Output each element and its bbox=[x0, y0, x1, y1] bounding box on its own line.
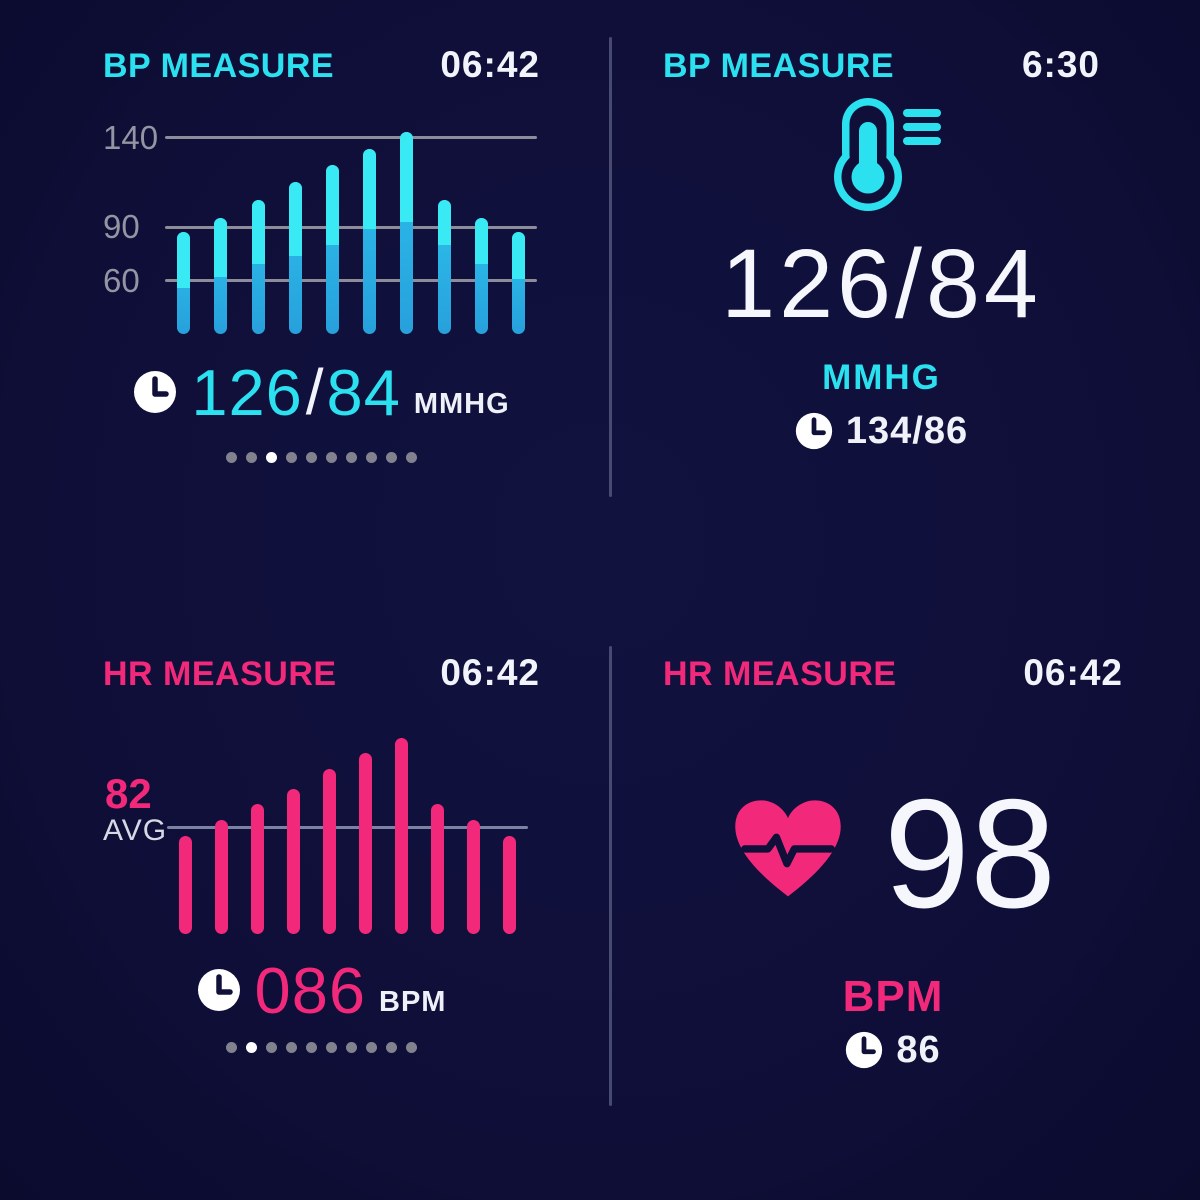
page-dot-9[interactable] bbox=[406, 1042, 417, 1053]
systolic-value: 126 bbox=[191, 355, 303, 429]
page-dot-3[interactable] bbox=[286, 1042, 297, 1053]
page-dot-4[interactable] bbox=[306, 1042, 317, 1053]
bp-bar-8 bbox=[474, 218, 488, 334]
clock-icon bbox=[197, 968, 241, 1012]
bp-detail-title: BP MEASURE bbox=[663, 47, 895, 85]
bp-axis-label-60: 60 bbox=[103, 261, 140, 299]
panel-divider-bottom bbox=[609, 646, 612, 1106]
clock-icon bbox=[845, 1031, 883, 1069]
hr-chart-title: HR MEASURE bbox=[103, 655, 337, 693]
page-dot-8[interactable] bbox=[386, 1042, 397, 1053]
page-dot-6[interactable] bbox=[346, 1042, 357, 1053]
hr-avg-value: 82 bbox=[105, 770, 152, 817]
page-dot-2[interactable] bbox=[266, 452, 277, 463]
heart-pulse-icon bbox=[730, 798, 846, 909]
hr-bar-9 bbox=[503, 835, 517, 934]
page-dot-8[interactable] bbox=[386, 452, 397, 463]
page-dot-0[interactable] bbox=[226, 1042, 237, 1053]
bp-detail-value: 126/84 bbox=[721, 229, 1042, 338]
bp-chart-title: BP MEASURE bbox=[103, 47, 335, 85]
page-dot-2[interactable] bbox=[266, 1042, 277, 1053]
bp-chart: 140 90 60 bbox=[103, 118, 540, 334]
page-dot-9[interactable] bbox=[406, 452, 417, 463]
page-dot-0[interactable] bbox=[226, 452, 237, 463]
bp-gridline-60 bbox=[165, 279, 537, 282]
hr-detail-unit: BPM bbox=[842, 972, 944, 1021]
bp-chart-time: 06:42 bbox=[440, 44, 540, 85]
bp-axis-label-140: 140 bbox=[103, 118, 159, 156]
pagination-dots-hr[interactable] bbox=[103, 1042, 540, 1053]
page-dot-5[interactable] bbox=[326, 452, 337, 463]
hr-detail-value: 98 bbox=[883, 766, 1057, 940]
pagination-dots-bp[interactable] bbox=[103, 452, 540, 463]
page-dot-7[interactable] bbox=[366, 1042, 377, 1053]
bp-gauge-icon bbox=[807, 96, 957, 219]
bp-bar-6 bbox=[400, 132, 414, 334]
hr-detail-title: HR MEASURE bbox=[663, 655, 897, 693]
page-dot-7[interactable] bbox=[366, 452, 377, 463]
hr-bar-8 bbox=[467, 820, 481, 934]
bp-slash: / bbox=[305, 356, 324, 428]
bp-detail-unit: MMHG bbox=[822, 358, 941, 397]
hr-bar-4 bbox=[322, 769, 336, 934]
hr-bar-1 bbox=[214, 820, 228, 934]
diastolic-value: 84 bbox=[326, 355, 401, 429]
bp-gridline-140 bbox=[165, 136, 537, 140]
hr-history-value: 86 bbox=[896, 1028, 941, 1071]
hr-bar-5 bbox=[359, 753, 373, 934]
bp-bar-4 bbox=[325, 164, 339, 334]
hr-detail-time: 06:42 bbox=[1023, 652, 1123, 693]
bp-bar-9 bbox=[511, 232, 525, 334]
hr-bar-2 bbox=[250, 804, 264, 934]
hr-reading-value: 086 bbox=[254, 953, 366, 1027]
page-dot-6[interactable] bbox=[346, 452, 357, 463]
hr-bar-0 bbox=[178, 835, 192, 934]
hr-chart-time: 06:42 bbox=[440, 652, 540, 693]
panel-divider-top bbox=[609, 37, 612, 497]
page-dot-4[interactable] bbox=[306, 452, 317, 463]
bp-detail-time: 6:30 bbox=[1021, 44, 1100, 85]
hr-chart: 82 AVG bbox=[103, 718, 540, 934]
bp-bar-2 bbox=[251, 200, 265, 334]
hr-bar-3 bbox=[286, 788, 300, 934]
hr-avg-label: AVG bbox=[103, 814, 168, 847]
bp-bar-7 bbox=[437, 200, 451, 334]
hr-bar-6 bbox=[395, 737, 409, 934]
bp-bar-3 bbox=[288, 182, 302, 334]
bp-axis-label-90: 90 bbox=[103, 208, 140, 245]
bp-bar-0 bbox=[177, 232, 191, 334]
page-dot-1[interactable] bbox=[246, 452, 257, 463]
page-dot-1[interactable] bbox=[246, 1042, 257, 1053]
hr-avg-line bbox=[167, 826, 528, 830]
bp-bar-5 bbox=[363, 148, 377, 334]
hr-unit-label: BPM bbox=[379, 986, 447, 1018]
bp-history-value: 134/86 bbox=[845, 409, 969, 452]
clock-icon bbox=[133, 370, 177, 414]
hr-bar-7 bbox=[431, 804, 445, 934]
bp-unit-label: MMHG bbox=[413, 388, 510, 420]
page-dot-3[interactable] bbox=[286, 452, 297, 463]
clock-icon bbox=[795, 412, 833, 450]
bp-bar-1 bbox=[214, 218, 228, 334]
bp-gridline-90 bbox=[165, 225, 537, 229]
page-dot-5[interactable] bbox=[326, 1042, 337, 1053]
